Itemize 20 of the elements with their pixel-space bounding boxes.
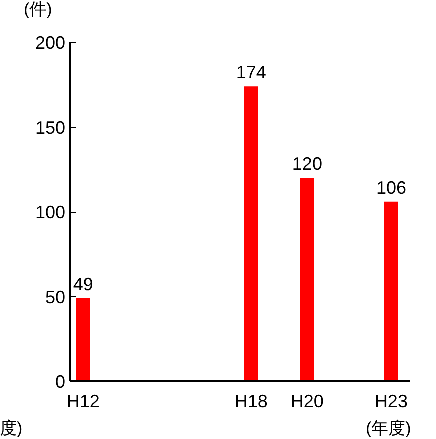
data-label: 106 [376, 178, 406, 198]
bar [384, 202, 398, 382]
y-tick-label: 200 [35, 33, 66, 53]
x-tick-label: H18 [234, 392, 268, 412]
x-tick-label: H23 [374, 392, 408, 412]
x-tick-label: H12 [66, 392, 100, 412]
y-tick-label: 50 [45, 287, 66, 308]
data-label: 120 [292, 154, 322, 174]
text: 度) [0, 419, 23, 439]
bar [300, 178, 314, 382]
x-axis-title: (年度) [366, 419, 412, 439]
y-tick-label: 150 [35, 118, 66, 138]
y-tick-label: 0 [55, 372, 66, 392]
data-label: 49 [73, 274, 94, 294]
bar [244, 86, 258, 382]
y-tick-label: 100 [35, 202, 66, 222]
bar [76, 298, 90, 382]
y-axis-title: (件) [24, 0, 52, 20]
x-tick-label: H20 [290, 392, 324, 412]
data-label: 174 [236, 62, 266, 83]
